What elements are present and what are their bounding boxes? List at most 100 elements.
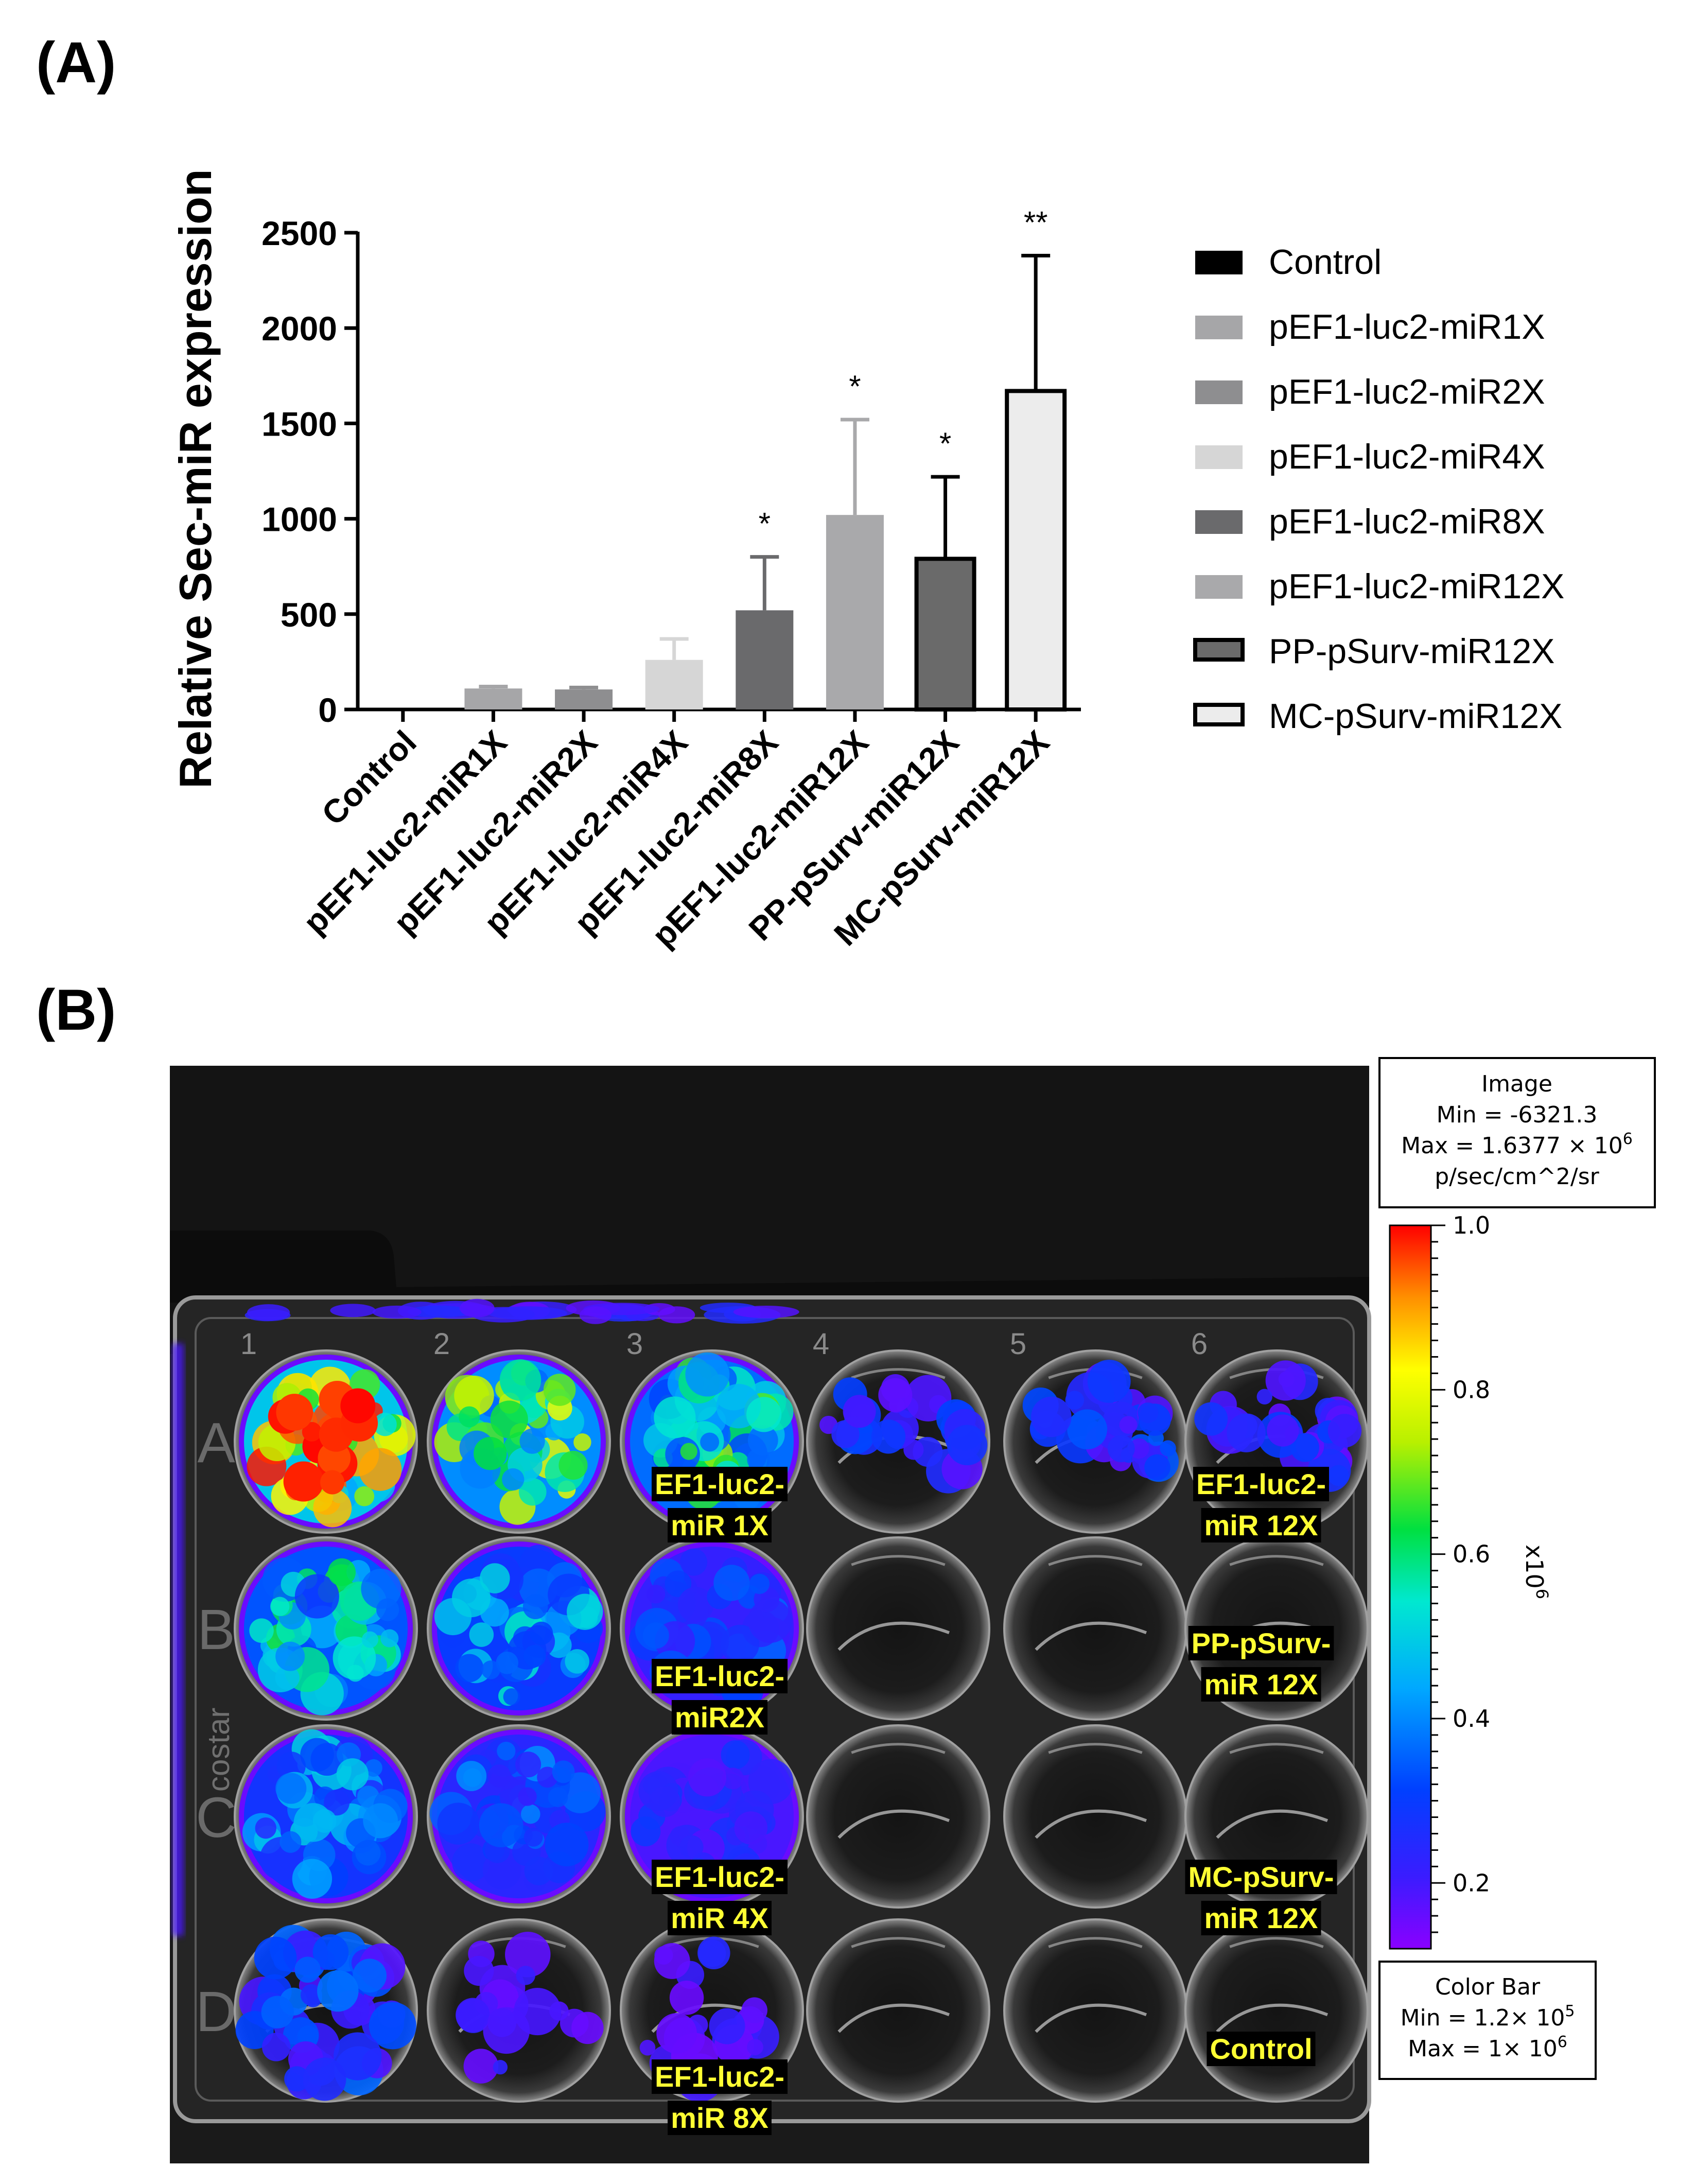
signal-patch xyxy=(697,1936,730,1969)
signal-patch xyxy=(516,1966,535,1985)
bars: ***** xyxy=(464,205,1067,712)
signal-blob xyxy=(373,1413,397,1436)
signal-patch xyxy=(871,1419,906,1454)
edge-signal-blob xyxy=(487,1306,567,1320)
well-signal xyxy=(432,1355,606,1529)
well-signal xyxy=(625,1729,799,1903)
well-label-line1: EF1-luc2- xyxy=(1196,1468,1326,1500)
signal-patch xyxy=(741,1997,767,2023)
signal-patch xyxy=(656,2013,697,2054)
signal-blob xyxy=(452,1843,490,1882)
signal-patch xyxy=(254,1936,297,1980)
signal-blob xyxy=(734,1811,768,1845)
signal-blob xyxy=(255,1817,276,1839)
signal-blob xyxy=(502,1468,525,1491)
signal-patch xyxy=(1194,1402,1228,1436)
signal-patch xyxy=(1227,1413,1266,1452)
signal-blob xyxy=(328,1558,356,1586)
column-number: 2 xyxy=(433,1327,450,1361)
image-box-max: Max = 1.6377 × 106 xyxy=(1401,1130,1633,1159)
signal-patch xyxy=(1327,1465,1349,1486)
well-reflection xyxy=(1035,1621,1147,1651)
legend-label: pEF1-luc2-miR4X xyxy=(1269,437,1545,476)
bar xyxy=(914,557,976,712)
color-scale-multiplier-exp: 6 xyxy=(1532,1589,1552,1599)
well xyxy=(1003,1349,1187,1534)
signal-patch xyxy=(1265,1360,1306,1401)
color-scale-multiplier: x106 xyxy=(1521,1545,1552,1599)
signal-blob xyxy=(437,1802,480,1845)
column-numbers: 1 2 3 4 5 6 xyxy=(240,1327,1208,1361)
well-signal xyxy=(1022,1359,1179,1482)
signal-blob xyxy=(354,1486,375,1506)
well xyxy=(806,1536,990,1721)
well-signal xyxy=(625,1352,799,1529)
signal-patch xyxy=(1327,1414,1362,1448)
signal-blob xyxy=(363,1803,398,1839)
signal-blob xyxy=(518,1478,547,1506)
image-info-box: Image Min = -6321.3 Max = 1.6377 × 106 p… xyxy=(1378,1057,1656,1208)
signal-blob xyxy=(474,1436,507,1470)
color-scale-tick-label: 1.0 xyxy=(1453,1211,1490,1239)
edge-signal-blob xyxy=(330,1304,376,1318)
signal-blob xyxy=(646,1585,666,1604)
signal-blob xyxy=(352,1840,387,1875)
signal-patch xyxy=(571,2012,604,2044)
well-label-line2: miR 8X xyxy=(671,2102,768,2134)
well xyxy=(1003,1724,1187,1909)
signal-patch xyxy=(831,1420,860,1448)
signal-blob xyxy=(357,1786,379,1808)
color-scale-multiplier-base: x10 xyxy=(1521,1545,1548,1589)
edge-signal-blob xyxy=(407,1305,470,1318)
legend-label: MC-pSurv-miR12X xyxy=(1269,697,1563,736)
column-number: 1 xyxy=(240,1327,257,1361)
signal-patch xyxy=(369,2002,416,2050)
signal-blob xyxy=(336,1758,369,1791)
well xyxy=(234,1918,418,2103)
well-highlight xyxy=(1048,1743,1143,1754)
label-backdrop xyxy=(668,1901,772,1935)
signal-patch xyxy=(878,1378,913,1412)
plate-top-edge-signal xyxy=(172,1298,799,1936)
signal-patch xyxy=(463,2049,499,2084)
legend-swatch xyxy=(1193,638,1245,662)
signal-patch xyxy=(1031,1396,1072,1437)
signal-blob xyxy=(292,1859,333,1899)
column-number: 3 xyxy=(626,1327,643,1361)
well xyxy=(806,1918,990,2103)
well-signal xyxy=(432,1541,606,1715)
well xyxy=(1003,1918,1187,2103)
signal-blob xyxy=(293,1803,333,1842)
well-label: EF1-luc2- miR2X xyxy=(651,1659,788,1735)
signal-patch xyxy=(333,2032,382,2081)
well-highlight xyxy=(1229,1743,1324,1754)
signal-blob xyxy=(685,1352,730,1397)
label-backdrop xyxy=(671,1700,768,1735)
edge-signal-blob xyxy=(459,1298,495,1318)
signal-hotspot xyxy=(276,1394,313,1431)
well-signal xyxy=(1194,1360,1362,1492)
legend-swatch xyxy=(1195,445,1243,469)
signal-patch xyxy=(1267,1414,1299,1447)
signal-blob xyxy=(746,1397,782,1432)
signal-blob xyxy=(456,1761,487,1791)
legend-swatch xyxy=(1195,380,1243,404)
well xyxy=(234,1349,418,1534)
signal-blob xyxy=(361,1631,378,1648)
signal-blob xyxy=(545,1823,589,1867)
well-label-line2: miR 12X xyxy=(1204,1902,1318,1934)
well-reflection xyxy=(1035,1809,1147,1839)
well-signal xyxy=(429,1729,606,1903)
signal-blob xyxy=(523,1827,543,1847)
image-box-title: Image xyxy=(1481,1071,1552,1097)
color-bar-box-min-exp: 5 xyxy=(1565,2002,1575,2020)
column-number: 4 xyxy=(813,1327,829,1361)
color-scale-tick-label: 0.6 xyxy=(1453,1540,1490,1568)
color-bar-box-min-text: Min = 1.2× 10 xyxy=(1401,2005,1565,2031)
color-bar-info-box: Color Bar Min = 1.2× 105 Max = 1× 106 xyxy=(1378,1961,1597,2080)
label-backdrop xyxy=(668,2101,772,2135)
signal-patch xyxy=(903,1440,924,1460)
legend-swatch xyxy=(1195,251,1243,274)
well-label-line2: miR2X xyxy=(675,1701,764,1734)
signal-blob xyxy=(275,1641,305,1671)
